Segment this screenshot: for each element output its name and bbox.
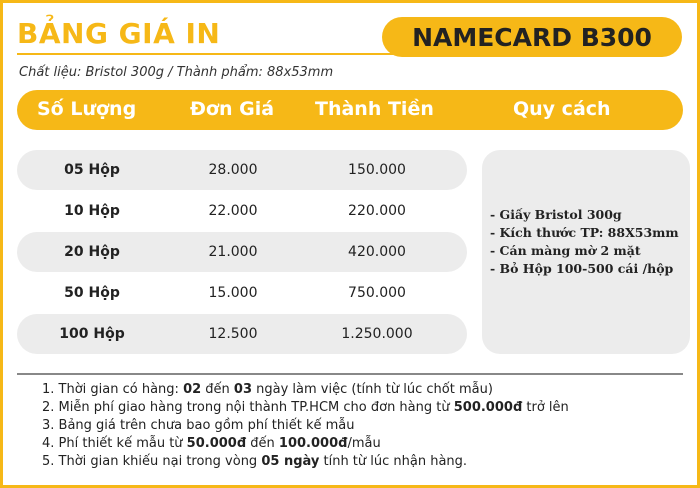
table-header: Số Lượng Đơn Giá Thành Tiền Quy cách — [17, 90, 683, 130]
note-item: 4. Phí thiết kế mẫu từ 50.000đ đến 100.0… — [42, 435, 569, 453]
product-badge: NAMECARD B300 — [382, 17, 682, 57]
note-text: 2. Miễn phí giao hàng trong nội thành TP… — [42, 400, 454, 415]
material-subtitle: Chất liệu: Bristol 300g / Thành phẩm: 88… — [19, 65, 334, 80]
note-text: tính từ lúc nhận hàng. — [319, 454, 468, 469]
note-highlight: 05 ngày — [261, 454, 320, 469]
header-quantity: Số Lượng — [37, 98, 137, 120]
note-item: 5. Thời gian khiếu nại trong vòng 05 ngà… — [42, 453, 569, 471]
quantity-cell: 20 Hộp — [64, 244, 120, 260]
table-row: 100 Hộp 12.500 1.250.000 — [17, 314, 467, 354]
quantity-cell: 50 Hộp — [64, 285, 120, 301]
total-cell: 220.000 — [348, 203, 406, 219]
spec-box: - Giấy Bristol 300g - Kích thước TP: 88X… — [482, 150, 690, 354]
note-text: ngày làm việc (tính từ lúc chốt mẫu) — [252, 382, 493, 397]
note-text: đến — [246, 436, 279, 451]
unit-price-cell: 21.000 — [208, 244, 258, 260]
spec-item: - Kích thước TP: 88X53mm — [490, 225, 679, 240]
unit-price-cell: 15.000 — [208, 285, 258, 301]
note-highlight: 02 — [183, 382, 202, 397]
divider — [17, 373, 683, 375]
note-item: 1. Thời gian có hàng: 02 đến 03 ngày làm… — [42, 381, 569, 399]
header-spec: Quy cách — [513, 98, 611, 120]
quantity-cell: 100 Hộp — [59, 326, 125, 342]
page-title: BẢNG GIÁ IN — [17, 17, 221, 50]
note-item: 2. Miễn phí giao hàng trong nội thành TP… — [42, 399, 569, 417]
note-text: 4. Phí thiết kế mẫu từ — [42, 436, 187, 451]
total-cell: 420.000 — [348, 244, 406, 260]
total-cell: 1.250.000 — [341, 326, 413, 342]
note-text: 5. Thời gian khiếu nại trong vòng — [42, 454, 262, 469]
note-highlight: 500.000đ — [453, 400, 523, 415]
quantity-cell: 05 Hộp — [64, 162, 120, 178]
header-total: Thành Tiền — [315, 98, 434, 120]
table-row: 50 Hộp 15.000 750.000 — [17, 273, 467, 313]
total-cell: 750.000 — [348, 285, 406, 301]
note-highlight: 03 — [233, 382, 253, 397]
unit-price-cell: 22.000 — [208, 203, 258, 219]
note-item: 3. Bảng giá trên chưa bao gồm phí thiết … — [42, 417, 569, 435]
table-row: 05 Hộp 28.000 150.000 — [17, 150, 467, 190]
note-highlight: 50.000đ — [186, 436, 247, 451]
title-underline — [17, 53, 407, 55]
note-highlight: 100.000đ — [278, 436, 348, 451]
table-row: 20 Hộp 21.000 420.000 — [17, 232, 467, 272]
unit-price-cell: 28.000 — [208, 162, 258, 178]
spec-item: - Giấy Bristol 300g — [490, 207, 622, 222]
table-row: 10 Hộp 22.000 220.000 — [17, 191, 467, 231]
unit-price-cell: 12.500 — [208, 326, 258, 342]
note-text: trở lên — [522, 400, 569, 415]
note-text: 1. Thời gian có hàng: — [42, 382, 184, 397]
notes-list: 1. Thời gian có hàng: 02 đến 03 ngày làm… — [42, 381, 569, 471]
spec-item: - Bỏ Hộp 100-500 cái /hộp — [490, 261, 674, 276]
note-text: đến — [201, 382, 234, 397]
total-cell: 150.000 — [348, 162, 406, 178]
spec-item: - Cán màng mờ 2 mặt — [490, 243, 641, 258]
note-text: /mẫu — [347, 436, 381, 451]
quantity-cell: 10 Hộp — [64, 203, 120, 219]
header-unit-price: Đơn Giá — [190, 98, 275, 120]
note-text: 3. Bảng giá trên chưa bao gồm phí thiết … — [42, 418, 355, 433]
